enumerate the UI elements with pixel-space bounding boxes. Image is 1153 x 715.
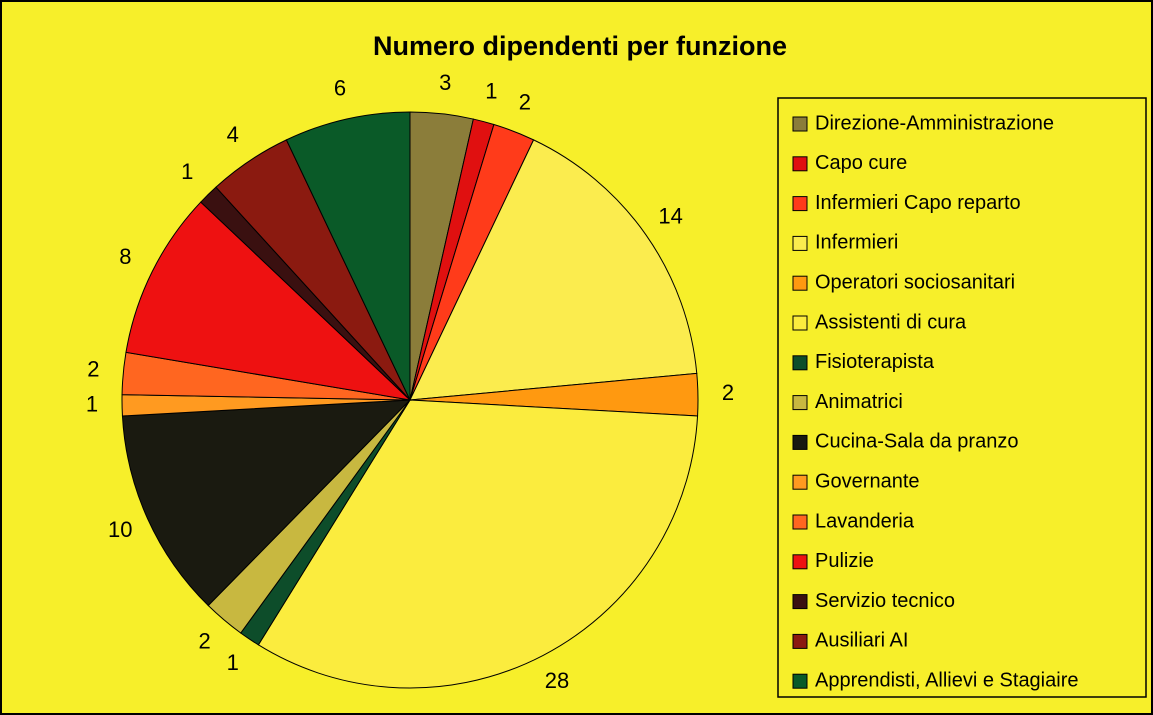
legend-label: Assistenti di cura [815,311,967,333]
legend-swatch [792,395,808,411]
legend-swatch [792,315,808,331]
legend-swatch [792,633,808,649]
data-label: 2 [87,356,99,381]
legend-swatch [792,275,808,291]
legend-swatch [792,594,808,610]
legend-swatch [792,235,808,251]
data-label: 6 [334,76,346,101]
data-label: 8 [119,244,131,269]
data-label: 2 [198,629,210,654]
legend-label: Capo cure [815,152,907,174]
data-label: 14 [658,204,682,229]
data-label: 2 [519,89,531,114]
chart-title: Numero dipendenti per funzione [373,31,787,61]
data-label: 1 [86,392,98,417]
legend-label: Pulizie [815,550,874,572]
legend-swatch [792,514,808,530]
data-label: 1 [181,159,193,184]
legend-label: Animatrici [815,391,903,413]
data-label: 1 [485,78,497,103]
legend-swatch [792,196,808,212]
legend-swatch [792,673,808,689]
data-label: 4 [227,122,239,147]
legend-label: Apprendisti, Allievi e Stagiaire [815,669,1078,691]
legend-swatch [792,156,808,172]
legend-label: Servizio tecnico [815,590,955,612]
pie-slice [257,399,699,689]
pie-slice [125,201,412,401]
data-label: 1 [227,650,239,675]
legend-label: Ausiliari AI [815,630,908,652]
legend-label: Cucina-Sala da pranzo [815,431,1018,453]
legend-swatch [792,116,808,132]
legend-label: Operatori sociosanitari [815,271,1015,293]
legend-box [777,97,1147,698]
legend-label: Fisioterapista [815,351,935,373]
legend-label: Infermieri [815,232,898,254]
data-label: 28 [545,668,569,693]
legend-label: Direzione-Amministrazione [815,112,1054,134]
data-label: 10 [108,517,132,542]
legend-swatch [792,355,808,371]
pie-slice [285,111,411,401]
legend-swatch [792,474,808,490]
pie-slice [121,399,412,607]
legend-swatch [792,554,808,570]
data-label: 3 [439,70,451,95]
data-label: 2 [722,380,734,405]
legend-swatch [792,434,808,450]
legend-label: Infermieri Capo reparto [815,192,1021,214]
legend-label: Lavanderia [815,510,915,532]
legend-label: Governante [815,470,920,492]
pie-slice [409,139,698,401]
